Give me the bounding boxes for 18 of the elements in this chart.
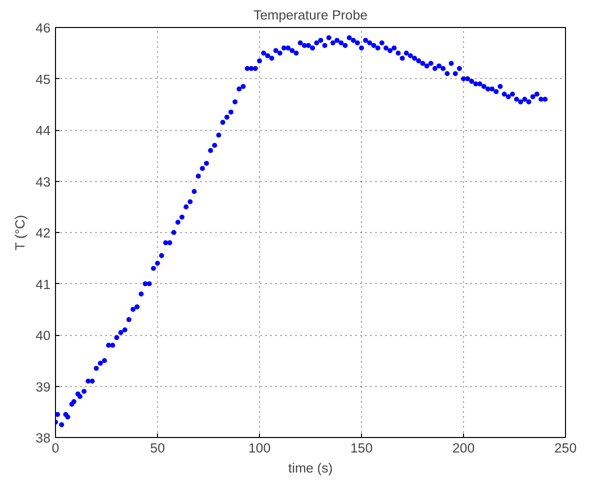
x-tick-label: 0 (52, 440, 60, 456)
y-tick-label: 40 (36, 328, 51, 343)
y-tick-label: 44 (36, 123, 52, 138)
y-tick-label: 39 (36, 379, 51, 394)
chart-title: Temperature Probe (253, 8, 368, 22)
y-tick-label: 38 (36, 430, 51, 446)
y-tick-label: 46 (36, 20, 51, 36)
y-tick-label: 42 (36, 226, 51, 240)
x-tick-label: 200 (452, 440, 475, 456)
y-axis-title: T (°C) (12, 214, 28, 250)
x-tick-label: 100 (248, 440, 271, 456)
x-tick-label: 150 (350, 440, 373, 456)
x-axis-title: time (s) (288, 460, 333, 476)
y-tick-label: 45 (36, 72, 51, 87)
y-tick-label: 41 (36, 276, 51, 292)
x-tick-label: 250 (554, 440, 577, 456)
y-tick-label: 43 (36, 174, 51, 190)
x-tick-label: 50 (150, 440, 165, 456)
